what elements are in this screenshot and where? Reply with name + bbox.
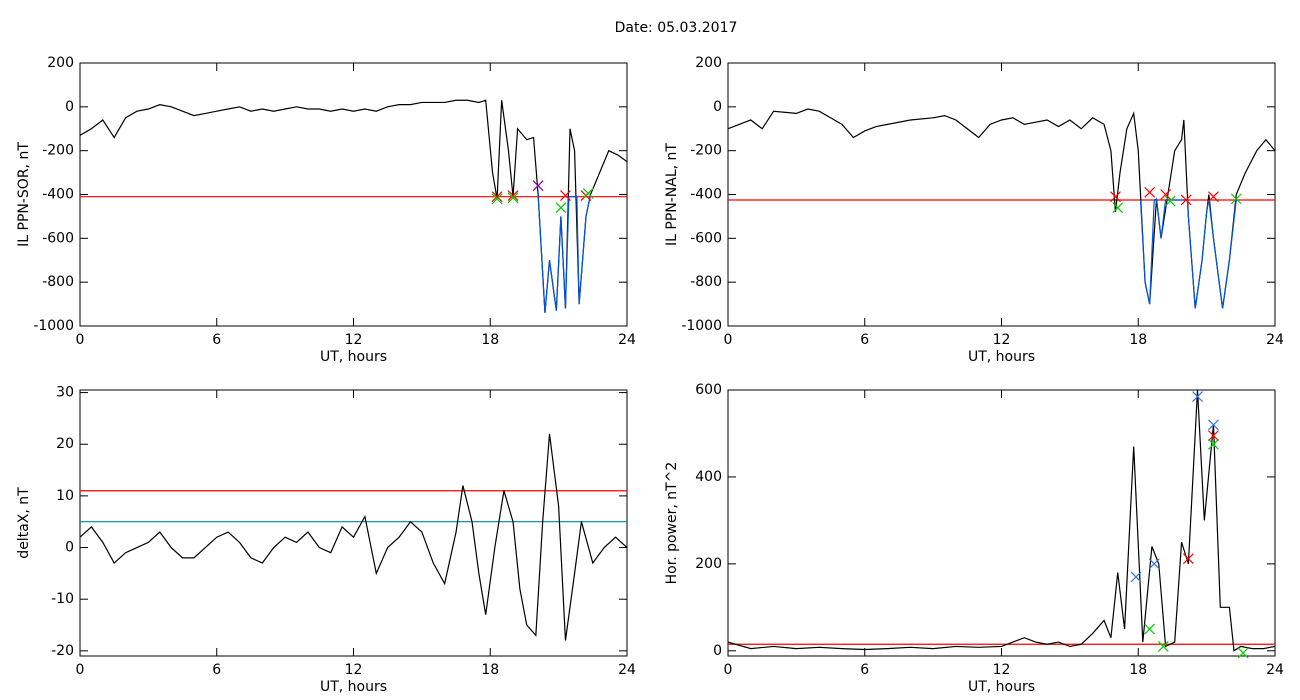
x-tick-label: 24	[1266, 332, 1284, 348]
y-tick-label: 20	[56, 436, 74, 452]
y-tick-label: 400	[695, 469, 722, 485]
cross-marker	[1230, 193, 1242, 205]
y-tick-label: 30	[56, 385, 74, 401]
x-tick-label: 18	[1129, 662, 1147, 678]
cross-marker	[582, 187, 594, 199]
cross-marker	[1130, 571, 1142, 583]
x-tick-label: 6	[860, 332, 869, 348]
y-tick-label: 600	[695, 382, 722, 398]
y-axis-label: IL PPN-SOR, nT	[16, 142, 32, 247]
cross-marker	[1164, 195, 1176, 207]
y-tick-label: 0	[65, 540, 74, 556]
x-tick-label: 6	[860, 662, 869, 678]
x-tick-label: 0	[724, 662, 733, 678]
cross-marker	[1110, 191, 1121, 203]
x-tick-label: 12	[345, 332, 363, 348]
y-tick-label: -1000	[33, 318, 74, 334]
figure-title: Date: 05.03.2017	[615, 20, 738, 36]
y-tick-label: 0	[65, 99, 74, 115]
cross-marker	[555, 202, 567, 214]
cross-marker	[1112, 202, 1124, 214]
x-tick-label: 0	[76, 332, 85, 348]
y-tick-label: 0	[713, 643, 722, 659]
cross-marker	[507, 192, 519, 204]
y-axis-label: IL PPN-NAL, nT	[664, 143, 680, 246]
cross-marker	[491, 193, 503, 205]
y-tick-label: -600	[42, 230, 74, 246]
cross-marker	[1144, 186, 1156, 198]
cross-marker	[1208, 191, 1219, 203]
x-tick-label: 6	[212, 332, 221, 348]
x-tick-label: 12	[345, 662, 363, 678]
x-axis-label: UT, hours	[968, 349, 1035, 365]
x-tick-label: 6	[212, 662, 221, 678]
y-tick-label: 200	[695, 55, 722, 71]
x-tick-label: 12	[993, 332, 1011, 348]
data-line	[80, 433, 627, 641]
data-line	[537, 194, 592, 313]
y-tick-label: 10	[56, 488, 74, 504]
x-axis-label: UT, hours	[320, 679, 387, 695]
y-tick-label: -20	[51, 643, 74, 659]
cross-marker	[1160, 189, 1172, 200]
x-tick-label: 18	[481, 662, 499, 678]
x-axis-label: UT, hours	[968, 679, 1035, 695]
x-tick-label: 24	[618, 332, 636, 348]
y-tick-label: -200	[42, 143, 74, 159]
cross-marker	[1208, 438, 1219, 450]
x-tick-label: 12	[993, 662, 1011, 678]
x-tick-label: 24	[1266, 662, 1284, 678]
cross-marker	[1208, 419, 1219, 431]
y-tick-label: -800	[42, 274, 74, 290]
y-axis-label: Hor. power, nT^2	[664, 462, 680, 585]
y-tick-label: -1000	[681, 318, 722, 334]
cross-marker	[532, 180, 544, 192]
cross-marker	[1144, 623, 1156, 635]
cross-marker	[1180, 194, 1192, 206]
cross-marker	[1148, 558, 1160, 570]
cross-marker	[1157, 641, 1169, 652]
y-tick-label: 200	[47, 55, 74, 71]
y-tick-label: -400	[42, 187, 74, 203]
cross-marker	[560, 190, 571, 202]
y-tick-label: 0	[713, 99, 722, 115]
y-tick-label: -400	[690, 187, 722, 203]
x-tick-label: 0	[724, 332, 733, 348]
y-tick-label: -10	[51, 591, 74, 607]
x-tick-label: 0	[76, 662, 85, 678]
cross-marker	[1237, 647, 1249, 659]
x-tick-label: 18	[1129, 332, 1147, 348]
y-tick-label: -800	[690, 274, 722, 290]
x-tick-label: 24	[618, 662, 636, 678]
x-tick-label: 18	[481, 332, 499, 348]
cross-marker	[1182, 553, 1194, 565]
y-tick-label: -200	[690, 143, 722, 159]
y-axis-label: deltaX, nT	[16, 487, 32, 559]
cross-marker	[1208, 430, 1219, 442]
y-tick-label: -600	[690, 230, 722, 246]
data-line	[1139, 197, 1237, 309]
cross-marker	[1192, 391, 1203, 402]
x-axis-label: UT, hours	[320, 349, 387, 365]
cross-marker	[507, 190, 519, 202]
y-tick-label: 200	[695, 556, 722, 572]
cross-marker	[491, 191, 503, 203]
